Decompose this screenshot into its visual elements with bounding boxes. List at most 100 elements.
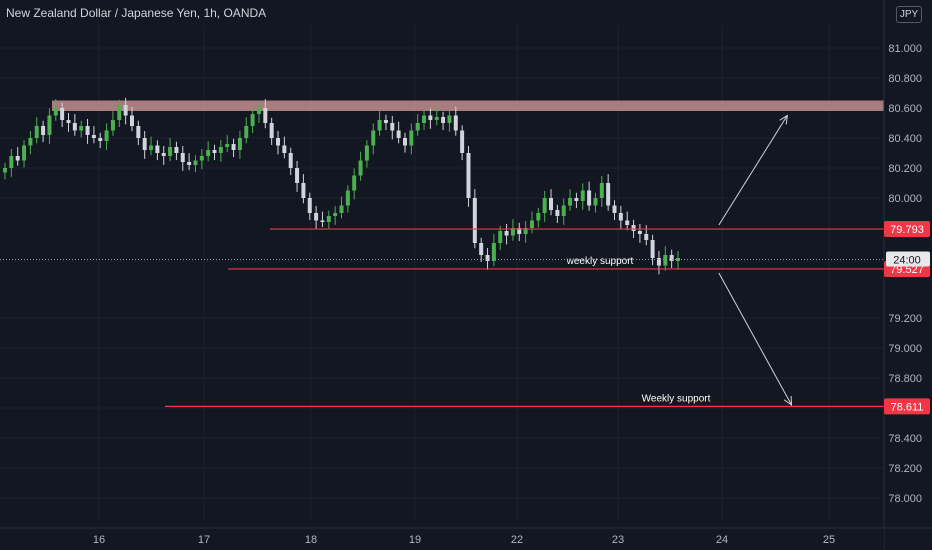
candle-body (72, 123, 77, 131)
candle-body (441, 117, 446, 123)
candle-body (129, 115, 134, 126)
candle-body (453, 115, 458, 131)
candle (523, 220, 528, 243)
candle-body (422, 115, 427, 123)
candle-body (333, 213, 338, 216)
candle-body (15, 156, 20, 161)
candle (574, 192, 579, 209)
candle (396, 121, 401, 144)
candle-body (66, 120, 71, 123)
candle-body (555, 210, 560, 216)
candle-body (587, 190, 592, 206)
candle (129, 106, 134, 132)
candle-body (479, 243, 484, 255)
candle-body (161, 153, 166, 156)
candle (117, 99, 122, 128)
candle (434, 108, 439, 126)
candle-body (352, 175, 357, 191)
candle (276, 130, 281, 155)
candle-body (206, 150, 211, 156)
candle (307, 192, 312, 221)
candle-body (428, 115, 433, 120)
candle (218, 139, 223, 162)
candle-body (53, 108, 58, 116)
time-axis[interactable]: 16 17 18 19 22 23 24 25 (0, 527, 932, 550)
candle-body (307, 198, 312, 213)
candle-body (187, 162, 192, 165)
price-tick-label: 79.000 (888, 343, 922, 355)
candle-body (276, 138, 281, 146)
candle (358, 151, 363, 181)
arrow-shaft (718, 115, 788, 226)
candle (199, 148, 204, 170)
level-price-badge-label: 78.611 (891, 401, 924, 413)
candle (288, 147, 293, 176)
candle (47, 108, 52, 144)
candles (3, 97, 680, 275)
candle-body (491, 243, 496, 261)
candle (161, 145, 166, 165)
candle-body (574, 198, 579, 201)
level-annotation: weekly support (566, 256, 634, 267)
price-tick-label: 78.000 (888, 493, 922, 505)
candle-body (536, 213, 541, 221)
countdown-badge (886, 251, 930, 267)
candle (314, 205, 319, 230)
candle-body (472, 198, 477, 243)
candle (593, 192, 598, 213)
candle-body (212, 150, 217, 153)
candle-body (568, 198, 573, 206)
candle (517, 222, 522, 242)
time-tick-label: 18 (305, 534, 317, 546)
candle (320, 211, 325, 228)
candle-body (193, 160, 198, 165)
candle-body (295, 168, 300, 183)
candle (123, 97, 128, 125)
candle (9, 148, 14, 177)
price-tick-label: 80.800 (888, 73, 922, 85)
candle-body (631, 225, 636, 231)
candle-body (180, 153, 185, 162)
candle-body (110, 120, 115, 131)
price-badges: 79.793 79.527 78.611 24:00 (884, 221, 930, 415)
candle-body (3, 168, 7, 173)
candle (193, 155, 198, 173)
candle-body (510, 228, 515, 236)
candle (250, 108, 255, 134)
candle-body (523, 228, 528, 234)
candle (60, 102, 65, 128)
candle-body (498, 231, 503, 243)
candle-body (288, 153, 293, 168)
level-price-badge-label: 79.527 (890, 264, 924, 276)
arrow-shaft (718, 272, 792, 406)
candle-body (149, 145, 154, 150)
countdown-badge-label: 24:00 (893, 255, 921, 267)
currency-badge[interactable]: JPY (896, 6, 922, 23)
candle-body (41, 126, 46, 135)
price-tick-label: 80.200 (888, 163, 922, 175)
candle-body (625, 220, 630, 225)
candle-body (637, 231, 642, 234)
time-tick-label: 22 (511, 534, 523, 546)
candle (561, 198, 566, 225)
candle (498, 225, 503, 251)
candle-body (485, 255, 490, 261)
candle-body (390, 123, 395, 131)
candle-body (218, 147, 223, 153)
candle-body (237, 138, 242, 150)
candle (555, 204, 560, 224)
candle (212, 144, 217, 161)
candle-body (60, 108, 65, 120)
candle (364, 140, 369, 168)
candle (428, 108, 433, 129)
candle (377, 111, 382, 136)
price-tick-label: 78.400 (888, 433, 922, 445)
candle-body (358, 160, 363, 176)
candle-body (104, 130, 109, 141)
candle (485, 247, 490, 270)
candle (28, 130, 33, 155)
candle (587, 181, 592, 211)
candle-body (98, 138, 103, 141)
candle (390, 115, 395, 140)
